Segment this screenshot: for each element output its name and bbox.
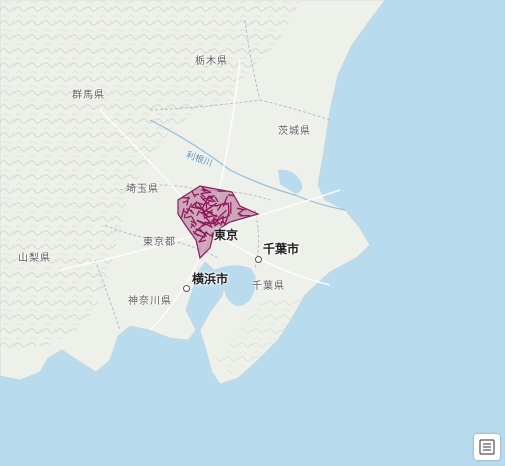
city-label-yokohama: 横浜市	[192, 272, 229, 286]
metro-network-segment	[227, 194, 235, 197]
metro-network-segment	[205, 217, 211, 223]
metro-network-segment	[194, 193, 200, 196]
metro-network-segment	[190, 202, 197, 208]
metro-network-segment	[214, 196, 219, 203]
metro-network-segment	[203, 222, 213, 229]
metro-network-segment	[191, 190, 196, 198]
city-marker-chiba	[255, 256, 262, 263]
metro-network-segment	[181, 196, 191, 199]
metro-network-segment	[237, 212, 244, 217]
metro-network-segment	[199, 239, 207, 243]
metro-network-segment	[201, 187, 212, 194]
metro-network-segment	[190, 223, 196, 228]
metro-network-segment	[187, 208, 195, 215]
metro-network-segment	[224, 212, 230, 226]
metro-network-segment	[192, 230, 199, 237]
metro-network-segment	[204, 209, 213, 217]
metro-network-segment	[196, 201, 205, 206]
metro-network-segment	[215, 216, 228, 221]
metro-network-segment	[220, 220, 223, 226]
prefecture-label-saitama: 埼玉県	[126, 184, 159, 195]
metro-network-segment	[212, 220, 217, 225]
metro-network-segment	[236, 207, 246, 211]
metro-network-segment	[191, 206, 202, 210]
metro-network-segment	[191, 216, 197, 226]
prefecture-label-kanagawa: 神奈川県	[128, 296, 172, 307]
metro-network-segment	[198, 203, 207, 216]
prefecture-label-yamanashi: 山梨県	[18, 253, 51, 264]
metro-network-segment	[182, 200, 188, 204]
prefecture-label-chiba: 千葉県	[252, 281, 285, 292]
prefecture-label-gunma: 群馬県	[72, 90, 105, 101]
metro-network-segment	[221, 215, 224, 224]
metro-network-segment	[196, 220, 202, 224]
prefecture-label-tochigi: 栃木県	[195, 56, 228, 67]
prefecture-label-tokyo: 東京都	[143, 237, 176, 248]
metro-network-segment	[200, 192, 206, 198]
metro-network-segment	[201, 196, 214, 200]
city-marker-yokohama	[183, 285, 190, 292]
metro-overlay	[177, 185, 260, 260]
metro-network-segment	[227, 202, 230, 217]
metro-network-segment	[205, 201, 210, 206]
metro-network-segment	[214, 215, 224, 224]
metro-network-segment	[185, 203, 193, 214]
legend-icon	[479, 439, 495, 455]
city-label-tokyo: 東京	[214, 228, 239, 242]
metro-network-segment	[217, 209, 227, 219]
metro-network-segment	[211, 217, 216, 222]
metro-network-segment	[180, 208, 185, 219]
metro-network-segment	[204, 231, 213, 238]
river-line	[149, 119, 346, 211]
roads	[59, 59, 341, 331]
legend-button[interactable]	[474, 434, 500, 460]
prefecture-label-ibaraki: 茨城県	[278, 126, 311, 137]
lake	[278, 169, 303, 194]
metro-network-segment	[183, 210, 189, 215]
metro-network-segment	[211, 232, 214, 238]
metro-network-segment	[196, 210, 200, 217]
metro-network-segment	[185, 215, 192, 219]
metro-network-segment	[203, 214, 218, 219]
metro-network-segment	[201, 191, 210, 195]
metro-network-segment	[222, 202, 229, 206]
city-label-chiba: 千葉市	[263, 242, 300, 256]
metro-network-segment	[216, 204, 222, 211]
tokyo-bay	[214, 265, 256, 307]
metro-network-segment	[195, 228, 207, 235]
metro-network-segment	[200, 206, 211, 214]
metro-network-segment	[215, 201, 227, 207]
